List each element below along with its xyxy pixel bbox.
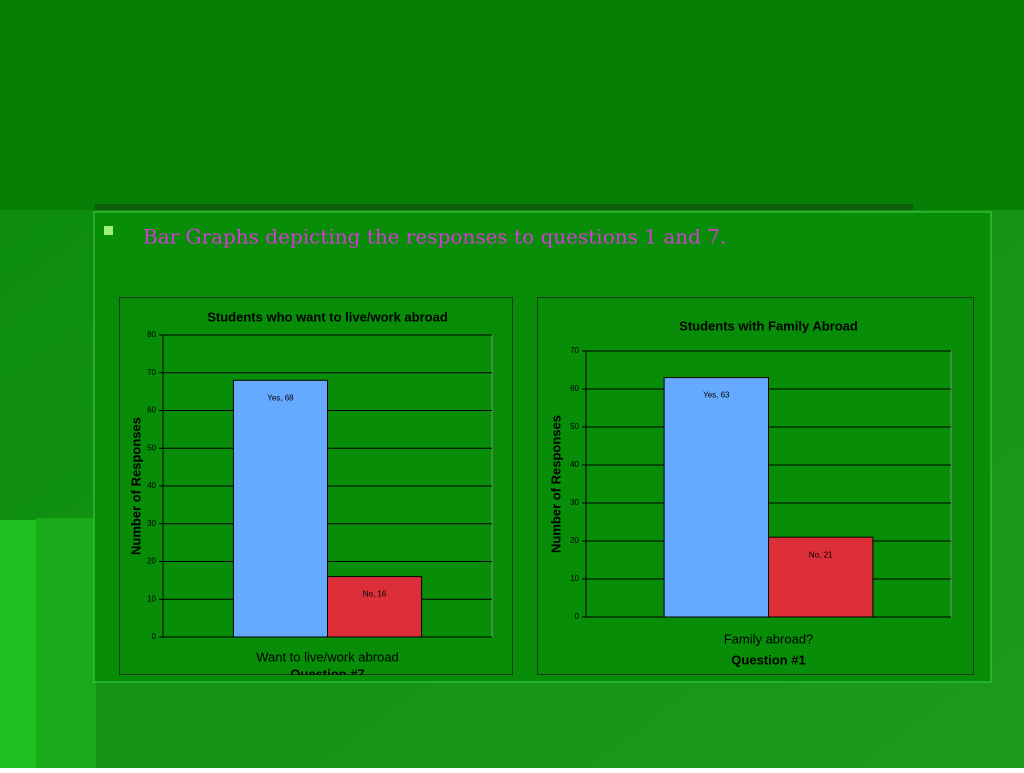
bullet [104,226,113,235]
chart: Students with Family Abroad Number of Res… [537,297,974,675]
bar [232,379,328,638]
chart-title: Students who want to live/work abroad [207,309,448,324]
y-axis-title: Number of Responses [128,417,143,555]
y-tick-label: 0 [575,612,580,621]
y-tick-label: 30 [570,498,579,507]
top-rule [95,204,913,210]
data-label: No, 16 [363,590,387,599]
chart: Students who want to live/work abroad Num… [119,297,513,681]
y-tick-label: 70 [147,368,156,377]
y-axis-title: Number of Responses [548,415,563,553]
heading: Bar Graphs depicting the responses to qu… [143,225,726,249]
data-label: Yes, 63 [703,391,730,400]
data-label: Yes, 68 [267,393,294,402]
bar [768,536,874,618]
chart-title: Students with Family Abroad [679,318,858,333]
left-edge [0,520,36,768]
y-tick-label: 20 [147,557,156,566]
y-tick-label: 30 [147,519,156,528]
x-tick-label: Family abroad? [724,631,814,646]
y-tick-label: 70 [570,346,579,355]
y-tick-label: 80 [147,330,156,339]
y-tick-label: 40 [570,460,579,469]
y-tick-label: 50 [570,422,579,431]
y-tick-label: 40 [147,481,156,490]
y-tick-label: 0 [152,632,157,641]
left-strip [36,518,96,768]
y-tick-label: 60 [570,384,579,393]
bar [663,377,769,618]
bar [327,576,423,638]
top-band [0,0,1024,210]
data-label: No, 21 [809,550,833,559]
chart-frame [119,297,513,675]
y-tick-label: 10 [147,594,156,603]
y-tick-label: 50 [147,443,156,452]
x-axis-title: Question #1 [731,652,805,667]
y-tick-label: 60 [147,406,156,415]
x-tick-label: Want to live/work abroad [256,649,399,664]
x-axis-title: Question #7 [290,666,364,681]
chart-frame [537,297,974,675]
y-tick-label: 10 [570,574,579,583]
y-tick-label: 20 [570,536,579,545]
